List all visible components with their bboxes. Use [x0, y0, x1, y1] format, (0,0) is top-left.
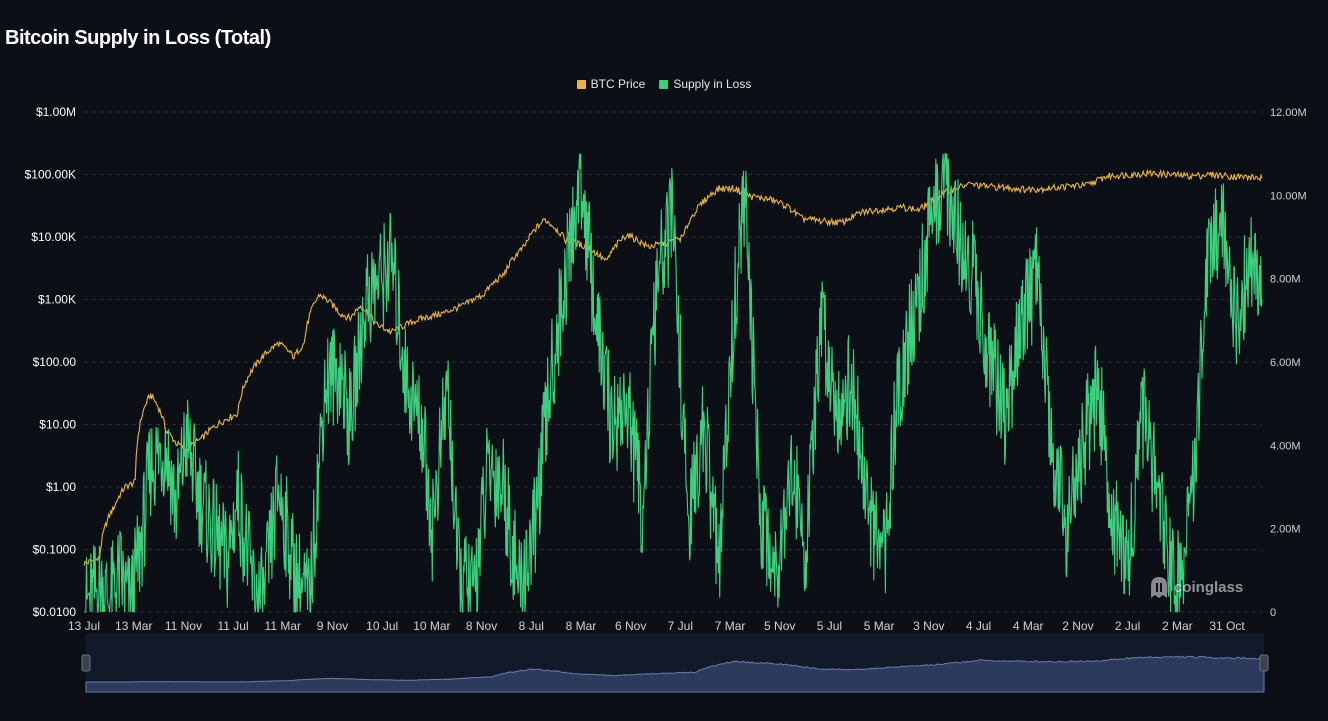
watermark: coinglass — [1148, 574, 1243, 600]
y-left-tick-label: $1.00K — [38, 293, 76, 307]
y-right-tick-label: 6.00M — [1270, 357, 1301, 369]
x-tick-label: 9 Nov — [317, 619, 348, 633]
x-tick-label: 11 Nov — [165, 619, 202, 633]
y-left-tick-label: $100.00 — [33, 355, 77, 369]
x-tick-label: 4 Jul — [966, 619, 991, 633]
x-tick-label: 3 Nov — [913, 619, 944, 633]
y-left-tick-label: $0.1000 — [33, 543, 77, 557]
supply-in-loss-line — [84, 153, 1263, 613]
page-title: Bitcoin Supply in Loss (Total) — [5, 27, 271, 49]
y-left-tick-label: $100.00K — [25, 168, 76, 182]
y-left-tick-label: $10.00 — [39, 418, 76, 432]
y-left-tick-label: $10.00K — [31, 230, 76, 244]
legend-item-supply-in-loss[interactable]: Supply in Loss — [659, 77, 751, 91]
x-tick-label: 8 Jul — [519, 619, 544, 633]
x-tick-label: 11 Jul — [218, 619, 249, 633]
x-tick-label: 6 Nov — [615, 619, 646, 633]
watermark-text: coinglass — [1174, 578, 1244, 596]
legend-swatch-supply-in-loss — [659, 79, 669, 89]
legend-swatch-btc-price — [576, 79, 586, 89]
legend-item-btc-price[interactable]: BTC Price — [576, 77, 646, 91]
x-tick-label: 8 Mar — [566, 619, 597, 633]
x-tick-label: 13 Mar — [115, 619, 152, 633]
x-tick-label: 2 Mar — [1162, 619, 1193, 633]
y-right-tick-label: 12.00M — [1270, 107, 1307, 119]
chart-legend: BTC Price Supply in Loss — [0, 77, 1328, 91]
x-tick-label: 5 Mar — [864, 619, 895, 633]
x-tick-label: 31 Oct — [1209, 619, 1245, 633]
y-axis-right: 12.00M 10.00M 8.00M 6.00M 4.00M 2.00M 0 — [1270, 107, 1307, 619]
y-left-tick-label: $1.00M — [36, 105, 76, 119]
y-right-tick-label: 2.00M — [1270, 524, 1301, 536]
x-axis: 13 Jul 13 Mar 11 Nov 11 Jul 11 Mar 9 Nov 10 Ju… — [68, 619, 1245, 633]
y-right-tick-label: 4.00M — [1270, 440, 1301, 452]
x-tick-label: 7 Mar — [715, 619, 746, 633]
y-axis-left: $1.00M $100.00K $10.00K $1.00K $100.00 $10.00… — [25, 105, 77, 619]
x-tick-label: 4 Mar — [1013, 619, 1044, 633]
x-tick-label: 5 Jul — [817, 619, 842, 633]
x-tick-label: 8 Nov — [466, 619, 497, 633]
navigator-area — [85, 655, 1265, 693]
x-tick-label: 2 Nov — [1062, 619, 1093, 633]
legend-label-supply-in-loss: Supply in Loss — [673, 77, 752, 91]
y-right-tick-label: 8.00M — [1270, 274, 1301, 286]
coinglass-logo-icon — [1151, 577, 1167, 598]
x-tick-label: 10 Jul — [366, 619, 398, 633]
x-tick-label: 13 Jul — [68, 619, 100, 633]
x-tick-label: 2 Jul — [1115, 619, 1140, 633]
navigator-handle-right[interactable] — [1259, 654, 1269, 672]
x-tick-label: 11 Mar — [265, 619, 301, 633]
y-left-tick-label: $1.00 — [46, 480, 76, 494]
y-right-tick-label: 10.00M — [1270, 190, 1307, 202]
x-tick-label: 10 Mar — [413, 619, 450, 633]
x-tick-label: 7 Jul — [668, 619, 693, 633]
range-navigator — [81, 633, 1269, 693]
y-left-tick-label: $0.0100 — [33, 605, 77, 619]
y-right-tick-label: 0 — [1270, 607, 1276, 619]
x-tick-label: 5 Nov — [764, 619, 795, 633]
legend-label-btc-price: BTC Price — [590, 77, 646, 91]
navigator-handle-left[interactable] — [81, 654, 91, 672]
